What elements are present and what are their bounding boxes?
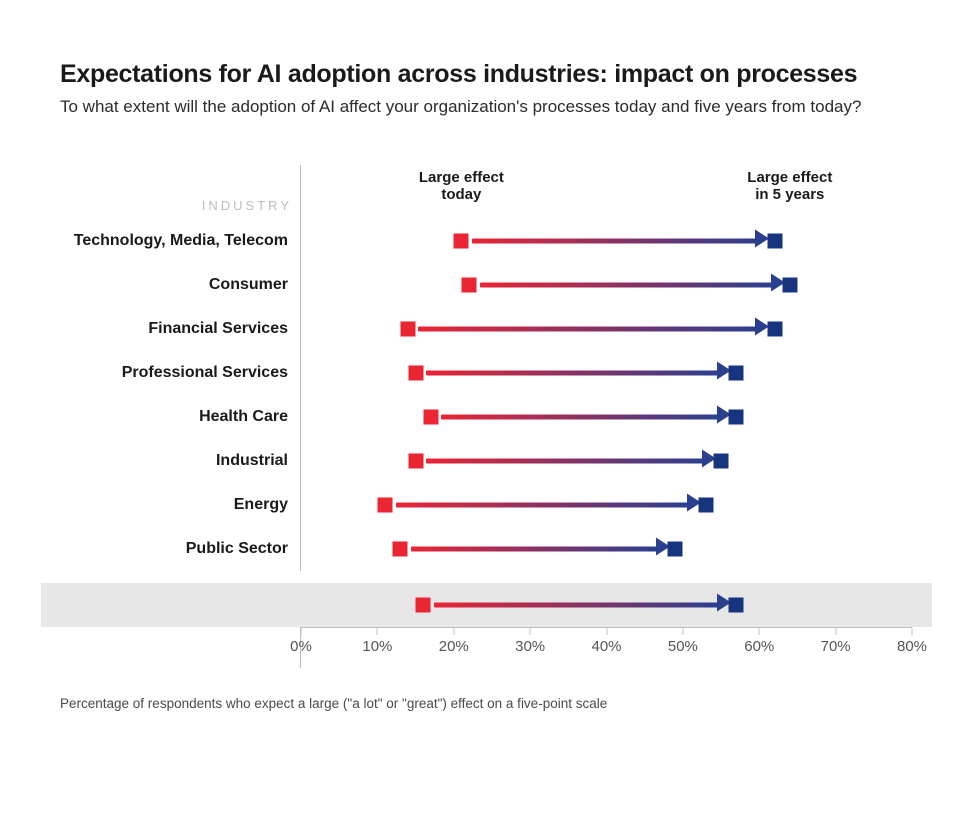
marker-today (393, 542, 408, 557)
row-plot (300, 527, 912, 571)
row-plot (300, 307, 912, 351)
marker-future (767, 322, 782, 337)
axis-tick-label: 30% (515, 638, 545, 655)
chart-header-row: INDUSTRY Large effecttoday Large effecti… (60, 165, 912, 219)
axis-tick (912, 628, 913, 635)
axis-tick (835, 628, 836, 635)
chart-row: Health Care (60, 395, 912, 439)
marker-future (698, 498, 713, 513)
axis-tick (759, 628, 760, 635)
chart-area: INDUSTRY Large effecttoday Large effecti… (60, 165, 912, 668)
row-plot (300, 219, 912, 263)
axis-tick-label: 10% (362, 638, 392, 655)
chart-row: Industrial (60, 439, 912, 483)
arrow-line (418, 327, 756, 332)
x-axis: 0%10%20%30%40%50%60%70%80% (60, 627, 912, 668)
arrow-line (396, 503, 688, 508)
axis-tick-label: 60% (744, 638, 774, 655)
row-label: Consumer (60, 276, 300, 294)
axis-tick (301, 628, 302, 635)
marker-today (400, 322, 415, 337)
axis-tick-label: 0% (290, 638, 312, 655)
arrow-line (480, 283, 772, 288)
chart-title: Expectations for AI adoption across indu… (60, 60, 912, 89)
legend-future: Large effectin 5 years (747, 169, 832, 204)
marker-future (782, 278, 797, 293)
marker-today (454, 234, 469, 249)
axis-tick (530, 628, 531, 635)
axis-tick (453, 628, 454, 635)
axis-tick (606, 628, 607, 635)
marker-future (714, 454, 729, 469)
chart-subtitle: To what extent will the adoption of AI a… (60, 97, 912, 117)
legend-area: Large effecttoday Large effectin 5 years (300, 165, 912, 219)
chart-row: Consumer (60, 263, 912, 307)
axis-tick-label: 50% (668, 638, 698, 655)
marker-today (462, 278, 477, 293)
arrow-line (441, 415, 718, 420)
industry-axis-label: INDUSTRY (60, 192, 300, 219)
chart-rows: Technology, Media, Telecom Consumer Financ… (60, 219, 912, 627)
axis-tick-label: 40% (591, 638, 621, 655)
row-label: Industrial (60, 452, 300, 470)
row-label: Public Sector (60, 540, 300, 558)
chart-row: Professional Services (60, 351, 912, 395)
marker-future (729, 366, 744, 381)
axis-tick-label: 80% (897, 638, 927, 655)
axis-tick-label: 20% (439, 638, 469, 655)
chart-row: Technology, Media, Telecom (60, 219, 912, 263)
arrow-line (426, 371, 718, 376)
axis-tick (682, 628, 683, 635)
row-plot (300, 483, 912, 527)
chart-row: Energy (60, 483, 912, 527)
marker-today (423, 410, 438, 425)
chart-page: Expectations for AI adoption across indu… (0, 0, 960, 711)
marker-future (767, 234, 782, 249)
marker-today (408, 366, 423, 381)
arrow-line (472, 239, 757, 244)
row-label: Professional Services (60, 364, 300, 382)
row-label: Financial Services (60, 320, 300, 338)
row-label: Health Care (60, 408, 300, 426)
chart-row: Financial Services (60, 307, 912, 351)
row-plot (300, 395, 912, 439)
chart-footnote: Percentage of respondents who expect a l… (60, 696, 912, 711)
marker-future (729, 410, 744, 425)
row-plot (300, 263, 912, 307)
axis-tick (377, 628, 378, 635)
marker-future (668, 542, 683, 557)
chart-row-overall: OVERALL (60, 583, 912, 627)
row-plot (300, 439, 912, 483)
chart-row: Public Sector (60, 527, 912, 571)
row-label: Technology, Media, Telecom (60, 232, 300, 250)
row-plot (300, 351, 912, 395)
arrow-line (411, 547, 658, 552)
row-label: Energy (60, 496, 300, 514)
arrow-line (426, 459, 703, 464)
marker-future (729, 598, 744, 613)
arrow-line (434, 603, 719, 608)
marker-today (408, 454, 423, 469)
legend-today: Large effecttoday (419, 169, 504, 204)
marker-today (378, 498, 393, 513)
marker-today (416, 598, 431, 613)
row-plot (300, 583, 912, 627)
axis-tick-label: 70% (821, 638, 851, 655)
